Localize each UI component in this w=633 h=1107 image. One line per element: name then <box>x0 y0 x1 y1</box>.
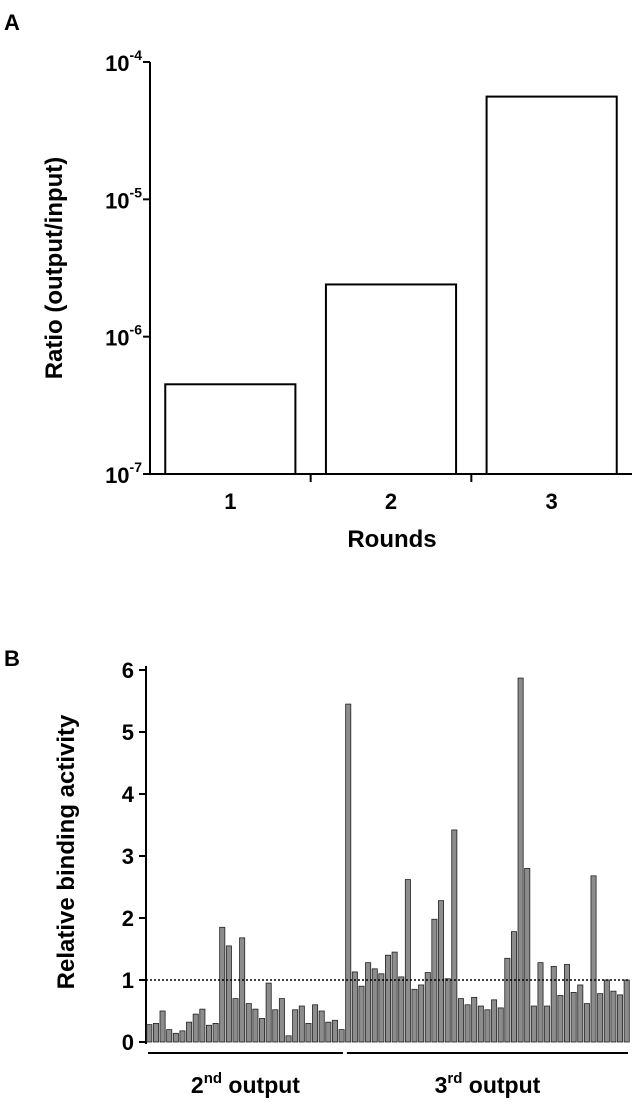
chart-b-bar <box>471 996 478 1043</box>
chart-b-bar <box>225 945 232 1043</box>
chart-b-bar <box>259 1018 266 1043</box>
chart-b-bar <box>146 1024 153 1043</box>
chart-b-bar <box>564 964 570 1043</box>
chart-b-bar <box>179 1030 186 1043</box>
chart-a-y-tick-label: 10-5 <box>105 184 142 213</box>
chart-b-bar <box>318 1010 325 1043</box>
chart-b-bar <box>530 1005 537 1043</box>
chart-b-bar <box>345 703 352 1043</box>
chart-b-bar <box>398 976 405 1043</box>
chart-b-bar <box>219 926 226 1043</box>
chart-b-bar <box>623 979 630 1043</box>
chart-b-bar <box>285 1035 292 1043</box>
chart-b-bar <box>272 1009 279 1043</box>
chart-b-bar <box>504 957 511 1043</box>
chart-b-bar <box>212 1023 219 1043</box>
chart-b-bar <box>292 1009 299 1043</box>
chart-b-bar <box>385 954 391 1043</box>
chart-a-y-tick-label: 10-7 <box>105 459 142 488</box>
chart-b-bar <box>312 1004 319 1043</box>
chart-b-bar <box>464 1004 471 1043</box>
chart-b-y-tick-label: 4 <box>122 782 135 807</box>
chart-a-bar <box>164 383 297 475</box>
chart-b-bar <box>192 1013 199 1043</box>
chart-b-bar <box>358 985 365 1043</box>
chart-b-bar <box>338 1029 345 1043</box>
chart-b-bar <box>365 962 372 1043</box>
chart-b-bar <box>159 1010 166 1043</box>
chart-b-bar <box>597 993 604 1043</box>
chart-b-bar <box>232 998 239 1043</box>
chart-b-y-tick-label: 2 <box>122 906 134 931</box>
chart-b-bar <box>239 937 246 1043</box>
chart-b-bar <box>391 951 398 1043</box>
chart-b-bar <box>325 1021 332 1043</box>
chart-b-bar <box>444 978 451 1043</box>
chart-b-bar <box>206 1024 212 1043</box>
chart-a-x-axis-label: Rounds <box>347 526 436 553</box>
chart-b-bar <box>524 868 531 1043</box>
chart-b-y-tick-label: 5 <box>122 720 134 745</box>
chart-b-bar <box>570 992 577 1043</box>
chart-b-group-label: 3rd output <box>435 1070 541 1098</box>
chart-b-bar <box>252 1008 259 1043</box>
chart-b-y-tick-label: 1 <box>122 968 134 993</box>
chart-b-bar <box>265 982 272 1043</box>
chart-a-x-tick-label: 1 <box>224 489 236 514</box>
chart-b-bar <box>186 1021 193 1043</box>
chart-b-bar <box>305 1023 312 1043</box>
chart-b-bar <box>457 998 464 1043</box>
chart-b-bar <box>603 979 610 1043</box>
chart-b-bar <box>497 1007 504 1043</box>
chart-a-x-tick-label: 3 <box>546 489 558 514</box>
chart-b-bar <box>199 1008 206 1043</box>
chart-b-bar <box>484 1009 491 1043</box>
chart-b-bar <box>404 879 411 1043</box>
chart-b-bar <box>371 968 378 1043</box>
chart-b-bar <box>517 677 524 1043</box>
chart-b-bar <box>491 999 498 1043</box>
chart-a-bar <box>324 283 458 475</box>
chart-b-bar <box>610 990 617 1043</box>
chart-b-bar <box>557 995 564 1043</box>
chart-a-y-tick-label: 10-4 <box>105 47 142 76</box>
chart-b-bar <box>278 998 285 1043</box>
panel-b-label: B <box>4 646 20 671</box>
chart-b-bar <box>152 1023 159 1043</box>
chart-b-bar <box>537 962 544 1043</box>
chart-b-bar <box>172 1032 179 1043</box>
chart-b-bar <box>166 1029 173 1043</box>
chart-b-bar <box>331 1019 338 1043</box>
chart-b-bar <box>451 829 458 1043</box>
chart-a-y-tick-label: 10-6 <box>105 322 142 351</box>
chart-b-bar <box>617 994 624 1043</box>
chart-a-y-axis-label: Ratio (output/input) <box>41 157 68 380</box>
chart-b-bar <box>550 965 557 1043</box>
chart-b-bar <box>583 1003 590 1043</box>
chart-b-bar <box>424 972 431 1043</box>
chart-b-bar <box>351 971 358 1043</box>
chart-a-x-tick-label: 2 <box>385 489 397 514</box>
chart-b-plot: 0 1 2 3 4 5 6 2nd output 3rd output <box>122 658 630 1098</box>
chart-b-y-axis-label: Relative binding activity <box>53 714 80 989</box>
chart-a-bar <box>485 95 618 475</box>
chart-b-bar <box>477 1005 484 1043</box>
chart-b-bar <box>590 875 597 1043</box>
chart-b-bar <box>544 1005 551 1043</box>
chart-b-group-label: 2nd output <box>191 1070 300 1098</box>
chart-b-bar <box>577 984 584 1043</box>
chart-b-y-tick-label: 3 <box>122 844 134 869</box>
chart-b-bar <box>510 931 517 1043</box>
chart-b-bar <box>245 1003 252 1043</box>
chart-b-bar <box>438 900 445 1043</box>
chart-b-bar <box>418 984 425 1043</box>
chart-b-y-tick-label: 6 <box>122 658 134 683</box>
chart-b-bar <box>411 988 418 1043</box>
chart-b-y-tick-label: 0 <box>122 1030 134 1055</box>
chart-a-plot: 10-7 10-6 10-5 10-4 1 2 3 <box>105 47 632 514</box>
panel-a-label: A <box>4 10 20 35</box>
chart-b-bar <box>298 1005 305 1043</box>
chart-b-bar <box>378 973 385 1043</box>
